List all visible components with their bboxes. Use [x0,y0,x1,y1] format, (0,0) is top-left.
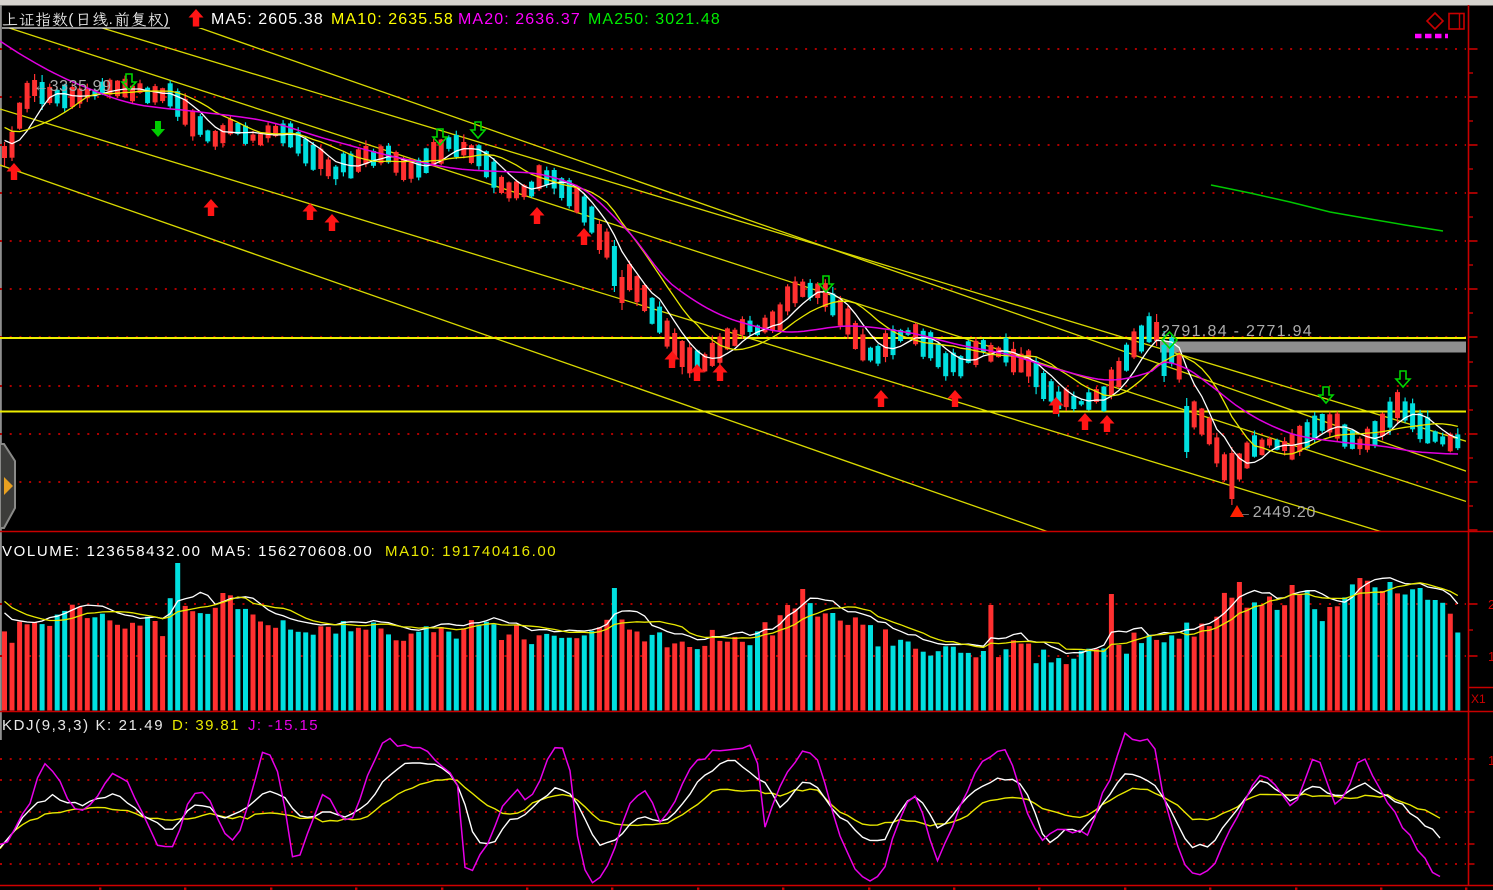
svg-text:MA10: 2635.58: MA10: 2635.58 [331,11,454,28]
svg-text:1: 1 [1488,649,1493,664]
svg-text:2: 2 [1488,597,1493,612]
svg-text:MA5: 2605.38: MA5: 2605.38 [211,11,324,28]
svg-text:←2449.20: ←2449.20 [1236,504,1316,521]
svg-text:(: ( [68,11,73,28]
svg-text:.: . [109,11,113,28]
svg-text:MA5: 156270608.00: MA5: 156270608.00 [211,543,373,560]
svg-text:2791.84 - 2771.94: 2791.84 - 2771.94 [1161,323,1313,340]
svg-text:J: -15.15: J: -15.15 [248,717,319,734]
svg-text:VOLUME: 123658432.00: VOLUME: 123658432.00 [2,543,202,560]
svg-text:MA20: 2636.37: MA20: 2636.37 [458,11,581,28]
svg-text:MA250: 3021.48: MA250: 3021.48 [588,11,721,28]
svg-text:KDJ(9,3,3) K: 21.49: KDJ(9,3,3) K: 21.49 [2,717,164,734]
svg-text:): ) [164,11,169,28]
svg-text:X1: X1 [1471,692,1486,706]
svg-text:MA10: 191740416.00: MA10: 191740416.00 [385,543,557,560]
svg-text:←3335.99: ←3335.99 [33,78,112,95]
svg-text:D: 39.81: D: 39.81 [172,717,240,734]
svg-text:1: 1 [1488,753,1493,768]
